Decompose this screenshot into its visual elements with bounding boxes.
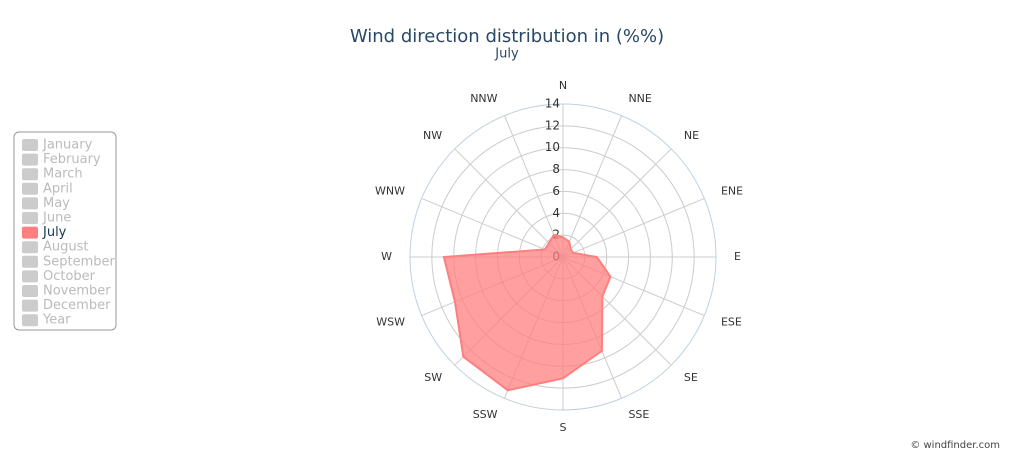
legend-label[interactable]: July bbox=[42, 225, 67, 240]
legend-swatch[interactable] bbox=[22, 168, 38, 181]
r-tick-label: 14 bbox=[545, 97, 560, 111]
spoke bbox=[562, 197, 705, 258]
legend-swatch[interactable] bbox=[22, 241, 38, 254]
legend-label[interactable]: Year bbox=[42, 313, 71, 328]
r-tick-label: 10 bbox=[545, 140, 560, 154]
legend-label[interactable]: September bbox=[43, 254, 116, 269]
spoke bbox=[421, 197, 564, 258]
direction-label: N bbox=[559, 79, 567, 92]
legend-swatch[interactable] bbox=[22, 299, 38, 312]
spoke bbox=[562, 148, 672, 258]
direction-label: NE bbox=[684, 129, 699, 142]
legend-swatch[interactable] bbox=[22, 314, 38, 327]
r-tick-label: 4 bbox=[552, 206, 560, 220]
legend-swatch[interactable] bbox=[22, 255, 38, 268]
legend-swatch[interactable] bbox=[22, 197, 38, 210]
direction-label: NNW bbox=[470, 92, 497, 105]
spoke bbox=[454, 148, 564, 258]
r-tick-label: 12 bbox=[545, 118, 560, 132]
legend-label[interactable]: October bbox=[43, 269, 96, 284]
series-area bbox=[442, 233, 612, 392]
spoke bbox=[562, 115, 623, 258]
legend-label[interactable]: June bbox=[42, 211, 71, 226]
legend-label[interactable]: January bbox=[42, 138, 93, 153]
legend-swatch[interactable] bbox=[22, 285, 38, 297]
legend-box bbox=[13, 131, 117, 331]
legend-label[interactable]: August bbox=[43, 240, 89, 255]
legend-swatch[interactable] bbox=[22, 139, 38, 151]
legend-label[interactable]: December bbox=[43, 298, 111, 313]
legend-swatch[interactable] bbox=[22, 226, 38, 239]
r-tick-label: 6 bbox=[552, 184, 560, 198]
direction-label: NNE bbox=[628, 92, 651, 105]
direction-label: W bbox=[381, 250, 392, 263]
direction-label: SSW bbox=[473, 408, 498, 421]
spoke bbox=[503, 115, 564, 258]
direction-label: WSW bbox=[376, 315, 405, 328]
credit: © windfinder.com bbox=[910, 440, 1000, 451]
direction-label: SSE bbox=[628, 408, 649, 421]
legend-swatch[interactable] bbox=[22, 182, 38, 195]
chart-title: Wind direction distribution in (%%) bbox=[350, 26, 664, 47]
direction-label: S bbox=[560, 421, 567, 434]
direction-label: E bbox=[734, 250, 741, 263]
direction-label: ESE bbox=[721, 315, 742, 328]
direction-label: WNW bbox=[375, 185, 405, 198]
chart-subtitle: July bbox=[494, 47, 519, 62]
legend-swatch[interactable] bbox=[22, 212, 38, 224]
legend-swatch[interactable] bbox=[22, 270, 38, 283]
direction-label: SW bbox=[424, 371, 442, 384]
legend-label[interactable]: April bbox=[43, 181, 73, 196]
r-tick-label: 8 bbox=[552, 162, 560, 176]
direction-label: NW bbox=[423, 129, 442, 142]
legend-label[interactable]: November bbox=[43, 284, 111, 299]
legend-label[interactable]: February bbox=[43, 152, 101, 167]
legend-label[interactable]: May bbox=[43, 196, 70, 211]
direction-label: ENE bbox=[721, 185, 743, 198]
legend-label[interactable]: March bbox=[43, 167, 83, 182]
direction-label: SE bbox=[684, 371, 698, 384]
legend-swatch[interactable] bbox=[22, 153, 38, 166]
